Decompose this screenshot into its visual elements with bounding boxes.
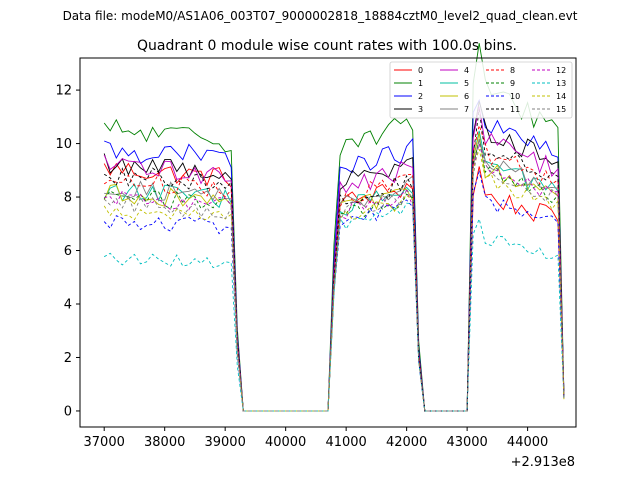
x-tick-label: 40000 [265, 435, 306, 450]
x-offset-label: +2.913e8 [511, 455, 575, 470]
x-tick-label: 41000 [325, 435, 366, 450]
chart-title: Quadrant 0 module wise count rates with … [137, 38, 517, 54]
series-line-8 [103, 123, 565, 412]
legend-label-1: 1 [418, 79, 423, 88]
x-tick-label: 42000 [386, 435, 427, 450]
x-tick-label: 39000 [204, 435, 245, 450]
y-tick-label: 6 [64, 244, 72, 259]
figure-suptitle: Data file: modeM0/AS1A06_003T07_90000028… [63, 9, 578, 23]
legend-label-2: 2 [418, 92, 423, 101]
series-line-2 [104, 98, 565, 412]
series-line-15 [103, 138, 565, 412]
legend-label-15: 15 [556, 105, 566, 114]
series-line-4 [103, 106, 565, 412]
plot-lines [103, 43, 565, 412]
legend-label-5: 5 [464, 79, 469, 88]
legend-label-3: 3 [418, 105, 423, 114]
x-tick-label: 43000 [446, 435, 487, 450]
legend-label-13: 13 [556, 79, 566, 88]
legend-box [389, 61, 573, 119]
legend-label-10: 10 [510, 92, 520, 101]
legend-label-4: 4 [464, 66, 469, 75]
legend-label-0: 0 [418, 66, 423, 75]
series-line-14 [103, 148, 565, 412]
y-tick-label: 4 [64, 298, 72, 313]
series-line-11 [103, 109, 565, 412]
x-tick-label: 37000 [84, 435, 125, 450]
plot-frame [79, 57, 577, 428]
legend-label-12: 12 [556, 66, 566, 75]
x-tick-label: 44000 [507, 435, 548, 450]
legend-label-11: 11 [510, 105, 520, 114]
x-tick-label: 38000 [144, 435, 185, 450]
x-axis: 37000 38000 39000 40000 41000 42000 43000 44000 [84, 427, 548, 450]
legend-label-6: 6 [464, 92, 469, 101]
y-tick-label: 0 [64, 404, 72, 419]
y-tick-label: 8 [64, 191, 72, 206]
legend-label-8: 8 [510, 66, 515, 75]
y-axis: 0 2 4 6 8 10 12 [55, 84, 80, 419]
y-tick-label: 10 [55, 137, 72, 152]
legend-label-9: 9 [510, 79, 515, 88]
y-tick-label: 2 [64, 351, 72, 366]
series-line-13 [103, 202, 565, 412]
legend-label-14: 14 [556, 92, 566, 101]
legend-label-7: 7 [464, 105, 469, 114]
y-tick-label: 12 [55, 84, 72, 99]
